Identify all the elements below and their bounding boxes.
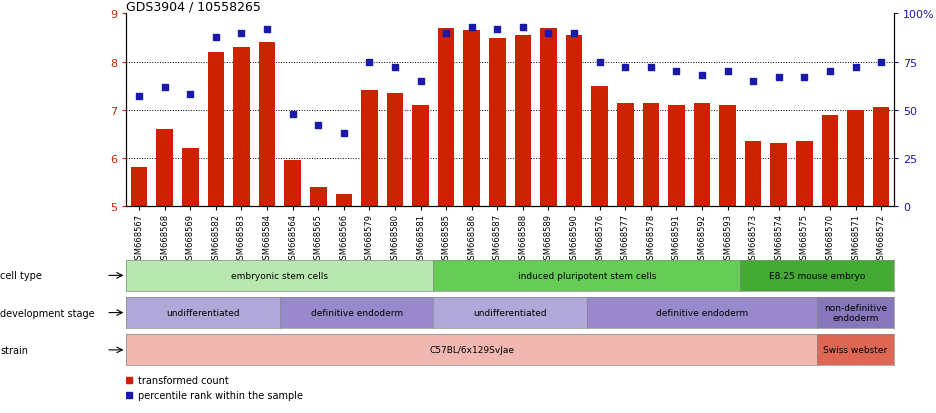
Bar — [822, 115, 839, 206]
Point — [797, 74, 812, 81]
Bar — [489, 38, 505, 206]
Bar — [182, 149, 198, 206]
Point — [183, 92, 197, 98]
Bar — [361, 91, 378, 206]
Text: undifferentiated: undifferentiated — [474, 309, 547, 317]
Point — [823, 69, 838, 75]
Bar — [335, 195, 352, 206]
Bar — [796, 142, 812, 206]
Point — [259, 26, 274, 33]
Point — [234, 31, 249, 37]
Point — [516, 25, 531, 31]
Bar — [463, 31, 480, 206]
Text: percentile rank within the sample: percentile rank within the sample — [139, 391, 303, 401]
Text: cell type: cell type — [0, 271, 42, 281]
Text: GDS3904 / 10558265: GDS3904 / 10558265 — [126, 0, 261, 13]
Point — [490, 26, 505, 33]
Bar — [233, 48, 250, 206]
Bar — [642, 103, 659, 206]
Bar — [310, 188, 327, 206]
Text: E8.25 mouse embryo: E8.25 mouse embryo — [769, 271, 865, 280]
Point — [464, 25, 479, 31]
Bar — [540, 29, 557, 206]
Point — [592, 59, 607, 66]
Point — [618, 65, 633, 71]
Point — [771, 74, 786, 81]
Point — [132, 94, 147, 100]
Point — [643, 65, 658, 71]
Text: induced pluripotent stem cells: induced pluripotent stem cells — [518, 271, 656, 280]
Bar — [156, 130, 173, 206]
Bar — [131, 168, 148, 206]
Point — [413, 78, 428, 85]
Point — [122, 392, 137, 399]
Text: non-definitive
endoderm: non-definitive endoderm — [824, 303, 887, 323]
Bar — [719, 106, 736, 206]
Bar — [847, 110, 864, 206]
Point — [157, 84, 172, 91]
Bar — [285, 161, 301, 206]
Bar — [745, 142, 762, 206]
Text: strain: strain — [0, 345, 28, 355]
Point — [669, 69, 684, 75]
Bar — [438, 29, 455, 206]
Text: embryonic stem cells: embryonic stem cells — [231, 271, 329, 280]
Bar — [668, 106, 685, 206]
Text: development stage: development stage — [0, 308, 95, 318]
Bar — [617, 103, 634, 206]
Bar — [208, 53, 225, 206]
Point — [209, 34, 224, 41]
Text: C57BL/6x129SvJae: C57BL/6x129SvJae — [430, 346, 514, 354]
Point — [848, 65, 863, 71]
Bar — [565, 36, 582, 206]
Text: transformed count: transformed count — [139, 375, 228, 385]
Point — [122, 377, 137, 383]
Bar — [387, 94, 403, 206]
Point — [285, 111, 300, 118]
Point — [746, 78, 761, 85]
Point — [439, 31, 454, 37]
Point — [873, 59, 888, 66]
Text: undifferentiated: undifferentiated — [167, 309, 240, 317]
Point — [695, 73, 709, 79]
Point — [362, 59, 377, 66]
Point — [541, 31, 556, 37]
Bar — [515, 36, 532, 206]
Bar — [412, 106, 429, 206]
Point — [336, 130, 351, 137]
Point — [311, 123, 326, 129]
Bar — [770, 144, 787, 206]
Point — [566, 31, 581, 37]
Text: definitive endoderm: definitive endoderm — [656, 309, 748, 317]
Point — [720, 69, 735, 75]
Bar — [258, 43, 275, 206]
Bar — [592, 86, 608, 206]
Text: Swiss webster: Swiss webster — [824, 346, 887, 354]
Bar — [694, 103, 710, 206]
Point — [388, 65, 402, 71]
Bar — [872, 108, 889, 206]
Text: definitive endoderm: definitive endoderm — [311, 309, 402, 317]
